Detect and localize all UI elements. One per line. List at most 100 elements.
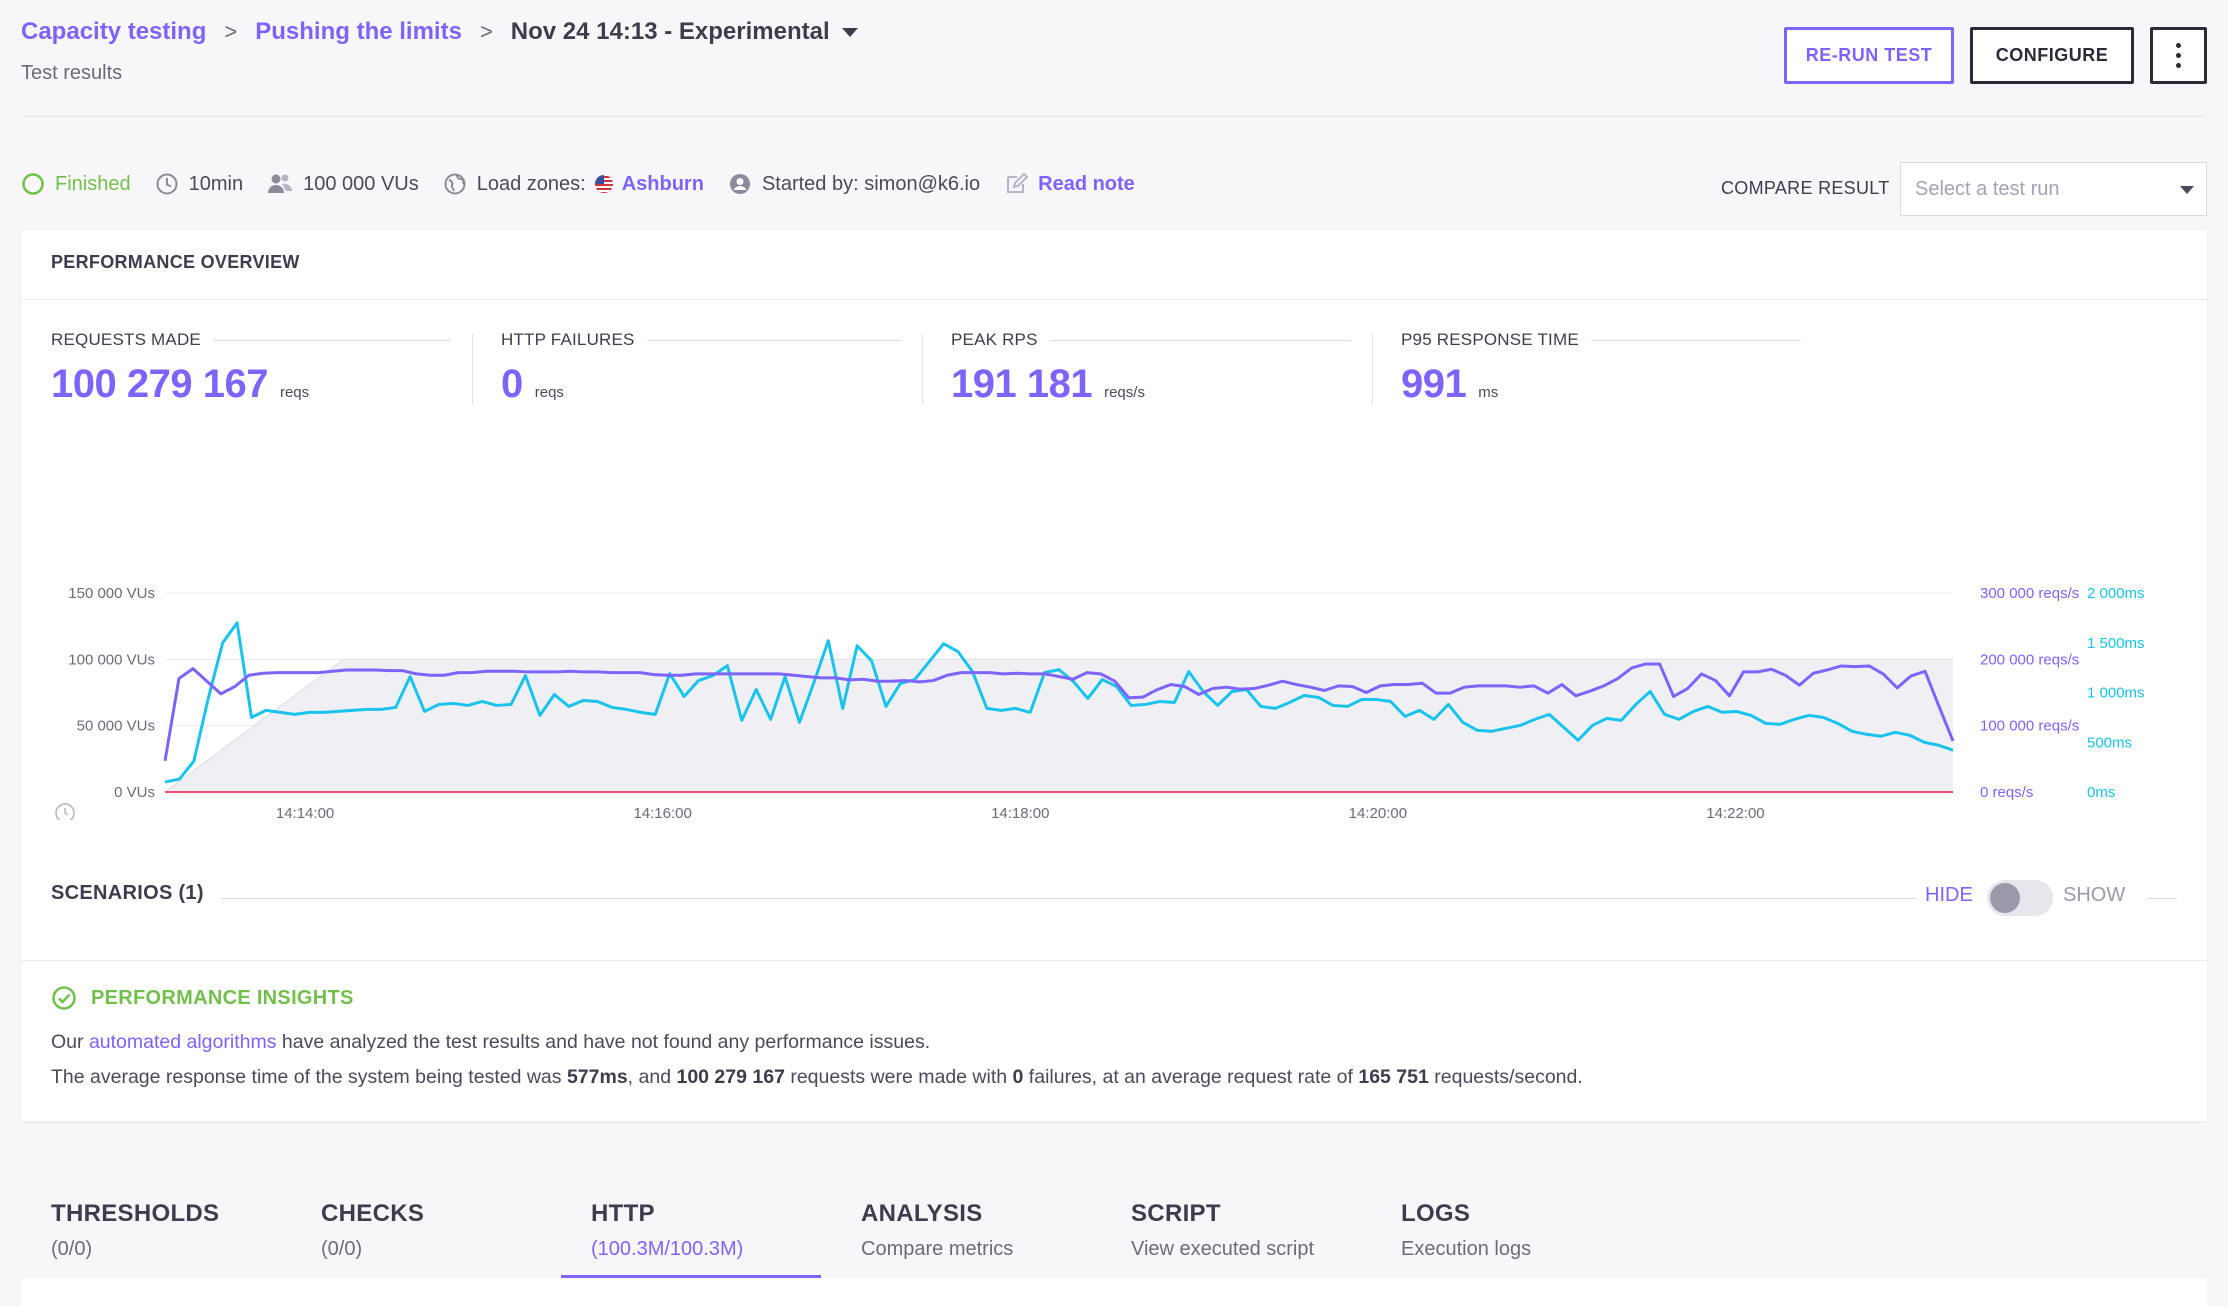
vus-line (164, 658, 1953, 793)
insights-details: The average response time of the system … (51, 1066, 1583, 1088)
y-right-ms-tick-label: 0ms (2087, 784, 2115, 801)
started-by-item: Started by: simon@k6.io (728, 172, 980, 196)
scenarios-toggle[interactable] (1987, 880, 2053, 916)
started-by-text: Started by: simon@k6.io (761, 172, 981, 195)
performance-overview-card: PERFORMANCE OVERVIEW REQUESTS MADE 100 2… (21, 230, 2207, 1121)
load-zone-link[interactable]: Ashburn (621, 172, 704, 195)
tab-script[interactable]: SCRIPT View executed script (1101, 1186, 1361, 1278)
stat-unit: reqs (534, 384, 564, 401)
x-tick-label: 14:22:00 (1706, 805, 1764, 820)
stat-label: P95 RESPONSE TIME (1401, 330, 1579, 349)
stat-divider (1372, 334, 1373, 404)
stat-divider (472, 334, 473, 404)
us-flag-icon (594, 174, 614, 194)
stat-value: 100 279 167 (51, 362, 268, 406)
header-divider (21, 116, 2207, 117)
tab-logs[interactable]: LOGS Execution logs (1371, 1186, 1631, 1278)
load-zones-item: Load zones: Ashburn (443, 172, 704, 196)
x-tick-label: 14:18:00 (991, 805, 1049, 820)
user-avatar-icon (728, 172, 752, 196)
breadcrumb-separator: > (479, 19, 493, 44)
load-zones-label: Load zones: (476, 172, 586, 195)
stat-http-failures: HTTP FAILURES 0 reqs (501, 330, 901, 407)
clock-icon (55, 803, 75, 820)
y-right-rps-tick-label: 100 000 reqs/s (1980, 718, 2079, 735)
performance-overview-title: PERFORMANCE OVERVIEW (51, 252, 300, 272)
insights-title-text: PERFORMANCE INSIGHTS (91, 986, 354, 1009)
clock-icon (155, 172, 179, 196)
card-divider (21, 299, 2207, 300)
breadcrumb-current-run[interactable]: Nov 24 14:13 - Experimental (510, 18, 830, 45)
tab-analysis[interactable]: ANALYSIS Compare metrics (831, 1186, 1091, 1278)
scenarios-title[interactable]: SCENARIOS (1) (51, 882, 204, 904)
tab-label: ANALYSIS (861, 1200, 983, 1227)
status-item: Finished (21, 172, 131, 196)
tab-label: CHECKS (321, 1200, 425, 1227)
request-rate-line (163, 662, 1955, 762)
stat-unit: reqs/s (1104, 384, 1145, 401)
tab-label: LOGS (1401, 1200, 1471, 1227)
page-header: Capacity testing > Pushing the limits > … (0, 0, 2228, 160)
scenarios-divider (221, 898, 1916, 899)
tab-label: HTTP (591, 1200, 655, 1227)
y-left-tick-label: 50 000 VUs (77, 718, 155, 735)
chevron-down-icon[interactable] (841, 27, 858, 37)
breadcrumb: Capacity testing > Pushing the limits > … (21, 18, 858, 46)
edit-note-icon (1004, 172, 1029, 196)
more-options-button[interactable] (2150, 27, 2207, 84)
scenarios-divider (2147, 898, 2177, 899)
insights-divider (21, 960, 2207, 961)
stat-peak-rps: PEAK RPS 191 181 reqs/s (951, 330, 1351, 407)
x-tick-label: 14:20:00 (1349, 805, 1407, 820)
toggle-knob (1990, 883, 2020, 913)
tab-label: THRESHOLDS (51, 1200, 220, 1227)
performance-insights-title: PERFORMANCE INSIGHTS (51, 985, 354, 1011)
stat-requests-made: REQUESTS MADE 100 279 167 reqs (51, 330, 451, 407)
tab-label: SCRIPT (1131, 1200, 1221, 1227)
y-right-rps-tick-label: 300 000 reqs/s (1980, 585, 2079, 602)
y-right-ms-tick-label: 500ms (2087, 734, 2132, 751)
automated-algorithms-link[interactable]: automated algorithms (88, 1031, 277, 1053)
tab-sublabel: (0/0) (51, 1238, 93, 1260)
read-note-link[interactable]: Read note (1038, 172, 1135, 195)
tab-sublabel: View executed script (1131, 1238, 1315, 1260)
breadcrumb-test-link[interactable]: Pushing the limits (255, 18, 462, 45)
stat-p95-response-time: P95 RESPONSE TIME 991 ms (1401, 330, 1801, 407)
test-meta-bar: Finished 10min 100 000 VUs Load zones: A… (21, 172, 1159, 196)
configure-button[interactable]: CONFIGURE (1970, 27, 2134, 84)
breadcrumb-separator: > (224, 19, 238, 44)
y-right-rps-tick-label: 0 reqs/s (1980, 784, 2033, 801)
compare-select-placeholder: Select a test run (1915, 177, 2060, 200)
scenarios-show-label[interactable]: SHOW (2063, 884, 2126, 906)
stat-unit: ms (1478, 384, 1499, 401)
read-note-item[interactable]: Read note (1004, 172, 1135, 196)
tab-sublabel: Execution logs (1401, 1238, 1532, 1260)
tab-http[interactable]: HTTP (100.3M/100.3M) (561, 1186, 821, 1278)
response-time-line (164, 621, 1954, 784)
stat-value: 191 181 (951, 362, 1093, 406)
compare-result-label: COMPARE RESULT (1721, 178, 1890, 198)
stat-label: PEAK RPS (951, 330, 1038, 349)
globe-icon (443, 172, 467, 196)
y-left-tick-label: 0 VUs (114, 784, 155, 801)
rerun-test-button[interactable]: RE-RUN TEST (1784, 27, 1954, 84)
x-tick-label: 14:16:00 (633, 805, 691, 820)
insights-summary: Our automated algorithms have analyzed t… (51, 1031, 931, 1053)
page-subtitle: Test results (21, 62, 123, 84)
tab-content-panel (21, 1278, 2207, 1306)
x-tick-label: 14:14:00 (276, 805, 334, 820)
check-circle-icon (51, 985, 77, 1011)
duration-item: 10min (155, 172, 243, 196)
vus-item: 100 000 VUs (267, 173, 419, 196)
y-right-ms-tick-label: 1 500ms (2087, 635, 2145, 652)
tab-thresholds[interactable]: THRESHOLDS (0/0) (21, 1186, 281, 1278)
performance-chart[interactable]: 0 VUs 50 000 VUs 100 000 VUs 150 000 VUs 0 r… (21, 490, 2207, 820)
tab-checks[interactable]: CHECKS (0/0) (291, 1186, 551, 1278)
stat-label: REQUESTS MADE (51, 330, 201, 349)
tab-sublabel: (100.3M/100.3M) (591, 1238, 744, 1260)
y-right-ms-tick-label: 2 000ms (2087, 585, 2145, 602)
stat-unit: reqs (279, 384, 310, 401)
breadcrumb-project-link[interactable]: Capacity testing (21, 18, 207, 45)
compare-test-run-select[interactable]: Select a test run (1900, 162, 2207, 216)
scenarios-hide-label[interactable]: HIDE (1925, 884, 1973, 906)
